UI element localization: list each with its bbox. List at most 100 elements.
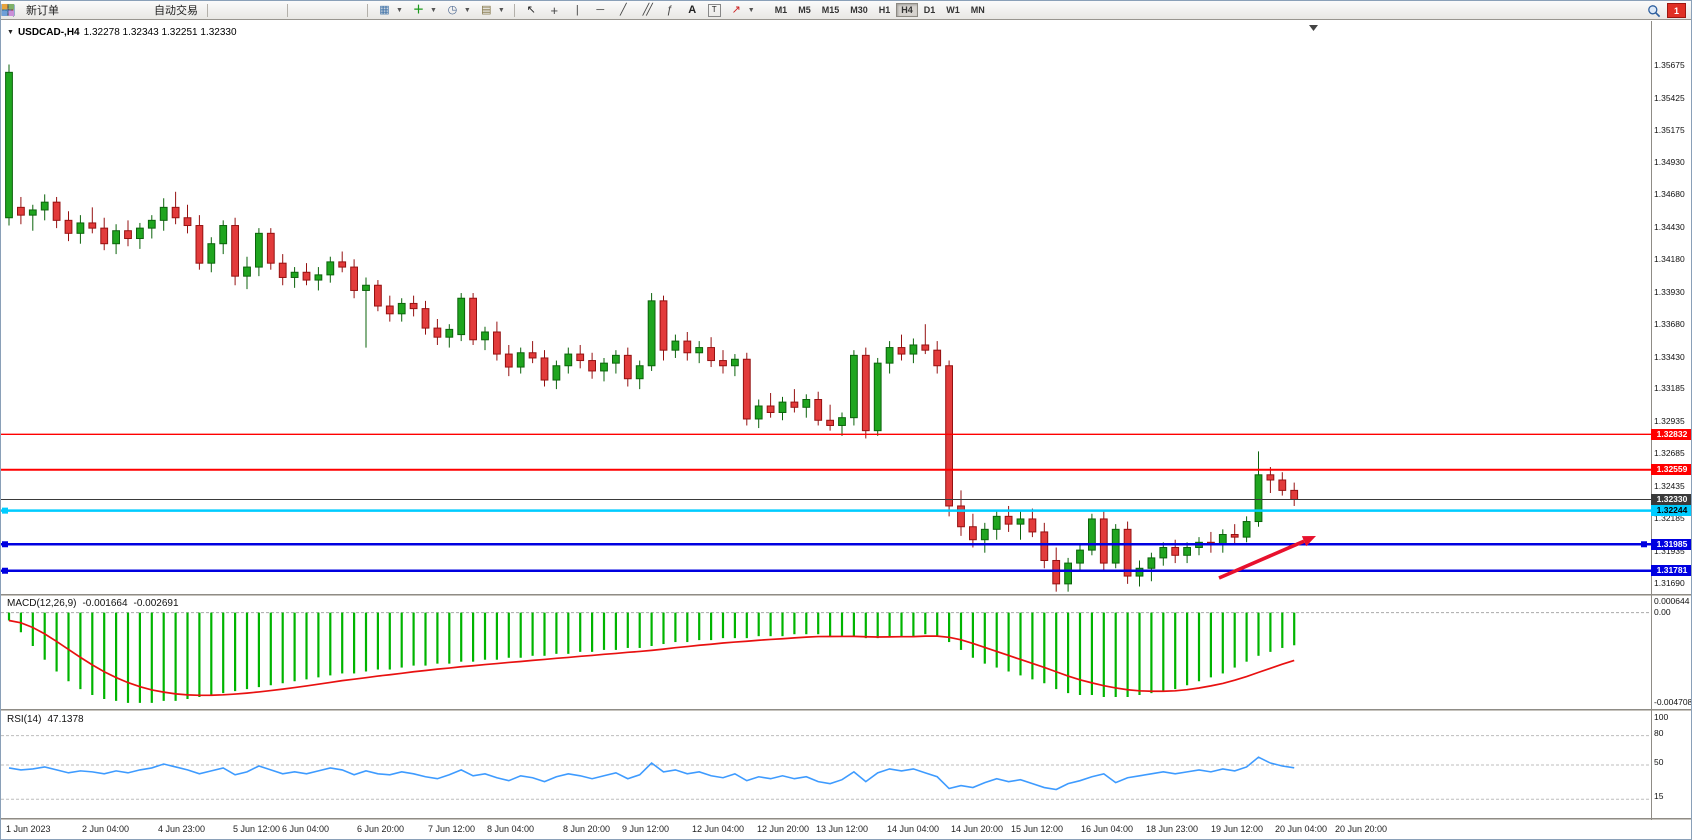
auto-trading-icon [3, 3, 151, 18]
crosshair-tool-button[interactable]: + [544, 2, 565, 19]
time-axis-label: 12 Jun 20:00 [757, 824, 810, 834]
arrow-icon: ↗ [731, 3, 741, 16]
candlestick-icon [2, 3, 255, 18]
time-axis[interactable]: 1 Jun 2023 2 Jun 04:00 4 Jun 23:00 5 Jun 12… [1, 820, 1691, 839]
panel-separator[interactable] [1, 818, 1691, 820]
timeframe-h4-button[interactable]: H4 [896, 3, 918, 17]
market-watch-button[interactable] [2, 2, 131, 19]
price-axis-label: 1.35175 [1654, 125, 1685, 136]
text-label-icon: T [707, 3, 721, 17]
macd-indicator-chart[interactable] [1, 596, 1651, 709]
arrows-tool-button[interactable]: ↗ ▼ [726, 2, 758, 19]
price-axis-label: 1.33930 [1654, 286, 1685, 297]
toolbar-right-group: 1 [1647, 3, 1686, 18]
rsi-indicator-chart[interactable] [1, 712, 1651, 817]
timeframe-m15-button[interactable]: M15 [817, 3, 845, 17]
price-scale-border [1651, 21, 1652, 820]
time-axis-label: 20 Jun 20:00 [1335, 824, 1388, 834]
price-axis-label: 1.33430 [1654, 351, 1685, 362]
periods-button[interactable]: ◷ ▼ [442, 2, 474, 19]
indicators-icon: ＋ [412, 3, 424, 16]
new-order-label: 新订单 [26, 5, 59, 17]
macd-scale-max: 0.000644 [1654, 596, 1690, 606]
candlestick-mode-button[interactable] [2, 2, 258, 19]
time-axis-label: 19 Jun 12:00 [1211, 824, 1264, 834]
macd-main-value: -0.001664 [82, 598, 128, 609]
ohlc-values: 1.32278 1.32343 1.32251 1.32330 [83, 27, 237, 38]
clock-icon: ◷ [447, 3, 458, 16]
time-axis-label: 16 Jun 04:00 [1081, 824, 1134, 834]
price-axis-label: 1.32185 [1654, 513, 1685, 524]
zoom-out-icon [1, 3, 335, 18]
zoom-out-button[interactable] [1, 2, 338, 19]
text-label-tool-button[interactable]: T [705, 2, 724, 19]
price-level-box: 1.32330 [1651, 493, 1691, 505]
chart-header: ▼ USDCAD-,H4 1.32278 1.32343 1.32251 1.3… [7, 27, 237, 38]
channel-tool-button[interactable]: ╱╱ [636, 2, 657, 19]
cursor-tool-button[interactable]: ↖ [521, 2, 542, 19]
symbol-label: USDCAD-,H4 [17, 27, 80, 38]
symbol-dropdown-icon[interactable]: ▼ [7, 29, 14, 36]
auto-trading-button[interactable]: 自动交易 [3, 2, 201, 19]
fibonacci-icon: ƒ [666, 3, 673, 16]
time-axis-label: 8 Jun 04:00 [487, 824, 535, 834]
macd-scale-min: -0.004708 [1654, 697, 1692, 707]
auto-trading-label: 自动交易 [154, 5, 198, 17]
indicators-button[interactable]: ＋ ▼ [408, 2, 440, 19]
rsi-scale-80: 80 [1654, 728, 1664, 738]
time-axis-label: 6 Jun 04:00 [282, 824, 330, 834]
timeframe-m5-button[interactable]: M5 [793, 3, 816, 17]
rsi-name: RSI(14) [7, 714, 42, 725]
timeframe-m30-button[interactable]: M30 [845, 3, 873, 17]
price-axis-label: 1.34930 [1654, 156, 1685, 167]
rsi-scale-15: 15 [1654, 791, 1664, 801]
rsi-label-row: RSI(14) 47.1378 [7, 714, 84, 725]
chart-windows-button[interactable] [1, 2, 108, 19]
price-level-box: 1.32559 [1651, 464, 1691, 476]
panel-separator[interactable] [1, 594, 1691, 596]
search-icon[interactable] [1647, 3, 1662, 18]
bar-chart-mode-button[interactable] [3, 2, 235, 19]
timeframe-m1-button[interactable]: M1 [770, 3, 793, 17]
zoom-in-button[interactable] [1, 2, 315, 19]
time-axis-label: 8 Jun 20:00 [563, 824, 611, 834]
timeframe-mn-button[interactable]: MN [966, 3, 990, 17]
template-icon: ▤ [481, 3, 492, 16]
timeframe-w1-button[interactable]: W1 [941, 3, 965, 17]
horizontal-line-tool-button[interactable]: ─ [590, 2, 611, 19]
price-axis-label: 1.35675 [1654, 60, 1685, 71]
price-axis-label: 1.32935 [1654, 415, 1685, 426]
price-axis-label: 1.33680 [1654, 319, 1685, 330]
new-chart-button[interactable]: ▦ ▼ [374, 2, 406, 19]
price-axis-label: 1.33185 [1654, 383, 1685, 394]
time-axis-label: 18 Jun 23:00 [1146, 824, 1199, 834]
candlestick-chart[interactable] [1, 21, 1651, 594]
notification-badge[interactable]: 1 [1667, 3, 1686, 18]
vertical-line-tool-button[interactable]: | [567, 2, 588, 19]
price-axis-label: 1.34180 [1654, 254, 1685, 265]
channel-icon: ╱╱ [642, 3, 653, 16]
panel-separator[interactable] [1, 709, 1691, 711]
line-chart-mode-button[interactable] [1, 2, 281, 19]
tile-windows-button[interactable] [2, 2, 361, 19]
time-axis-label: 9 Jun 12:00 [622, 824, 670, 834]
time-axis-label: 4 Jun 23:00 [158, 824, 206, 834]
macd-scale-zero: 0.00 [1654, 607, 1671, 617]
text-tool-button[interactable]: A [682, 2, 703, 19]
rsi-scale-100: 100 [1654, 712, 1669, 722]
lightbulb-button[interactable] [3, 2, 85, 19]
horizontal-line-icon: ─ [596, 3, 605, 16]
time-axis-label: 13 Jun 12:00 [816, 824, 869, 834]
lightbulb-icon [3, 3, 82, 18]
templates-button[interactable]: ▤ ▼ [476, 2, 508, 19]
chevron-down-icon: ▼ [463, 6, 471, 14]
timeframe-d1-button[interactable]: D1 [919, 3, 941, 17]
toolbar-separator [287, 3, 288, 17]
fibonacci-tool-button[interactable]: ƒ [659, 2, 680, 19]
timeframe-h1-button[interactable]: H1 [874, 3, 896, 17]
trendline-tool-button[interactable]: ╱ [613, 2, 634, 19]
time-axis-label: 1 Jun 2023 [6, 824, 51, 834]
toolbar-separator [367, 3, 368, 17]
chevron-down-icon: ▼ [396, 6, 403, 14]
